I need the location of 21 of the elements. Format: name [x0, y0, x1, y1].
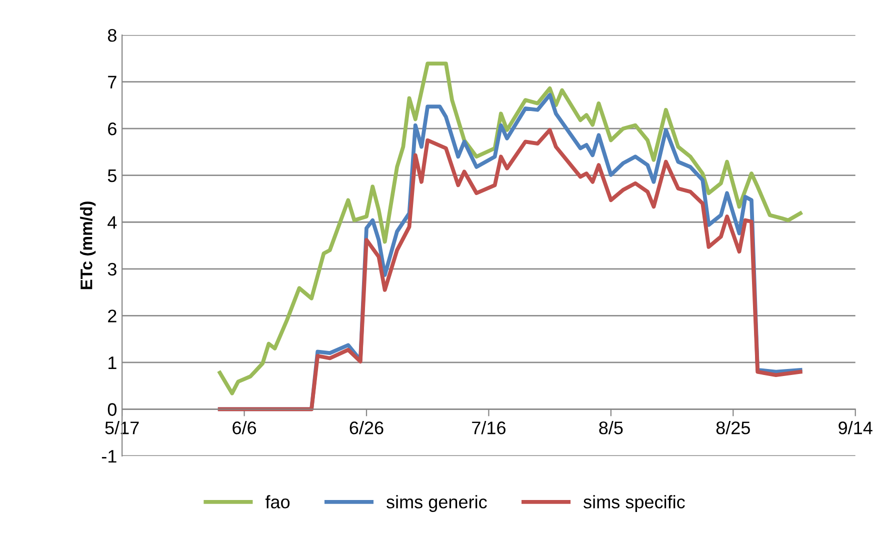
y-tick-label: 7 — [108, 76, 116, 88]
legend-label: sims specific — [584, 495, 685, 512]
legend-label: fao — [265, 495, 290, 508]
x-tick-label: 6/26 — [350, 421, 384, 434]
y-tick-label: 3 — [108, 262, 116, 276]
y-tick-label: 5 — [108, 169, 116, 182]
x-tick-label: 9/14 — [838, 421, 872, 434]
y-tick-label: -1 — [102, 450, 116, 463]
y-tick-label: 8 — [108, 28, 116, 42]
x-tick-label: 8/5 — [599, 421, 623, 434]
legend-label: sims generic — [386, 495, 487, 512]
y-tick-label: 4 — [108, 216, 117, 229]
x-tick-label: 6/6 — [232, 421, 256, 434]
x-tick-label: 8/25 — [716, 421, 750, 434]
y-tick-label: 1 — [108, 356, 116, 369]
y-tick-label: 6 — [108, 122, 116, 136]
x-tick-label: 7/16 — [472, 421, 506, 434]
x-tick-label: 5/17 — [105, 421, 139, 434]
y-tick-label: 2 — [108, 310, 116, 322]
y-axis-title: ETc (mm/d) — [80, 202, 96, 290]
y-tick-label: 0 — [108, 403, 116, 416]
